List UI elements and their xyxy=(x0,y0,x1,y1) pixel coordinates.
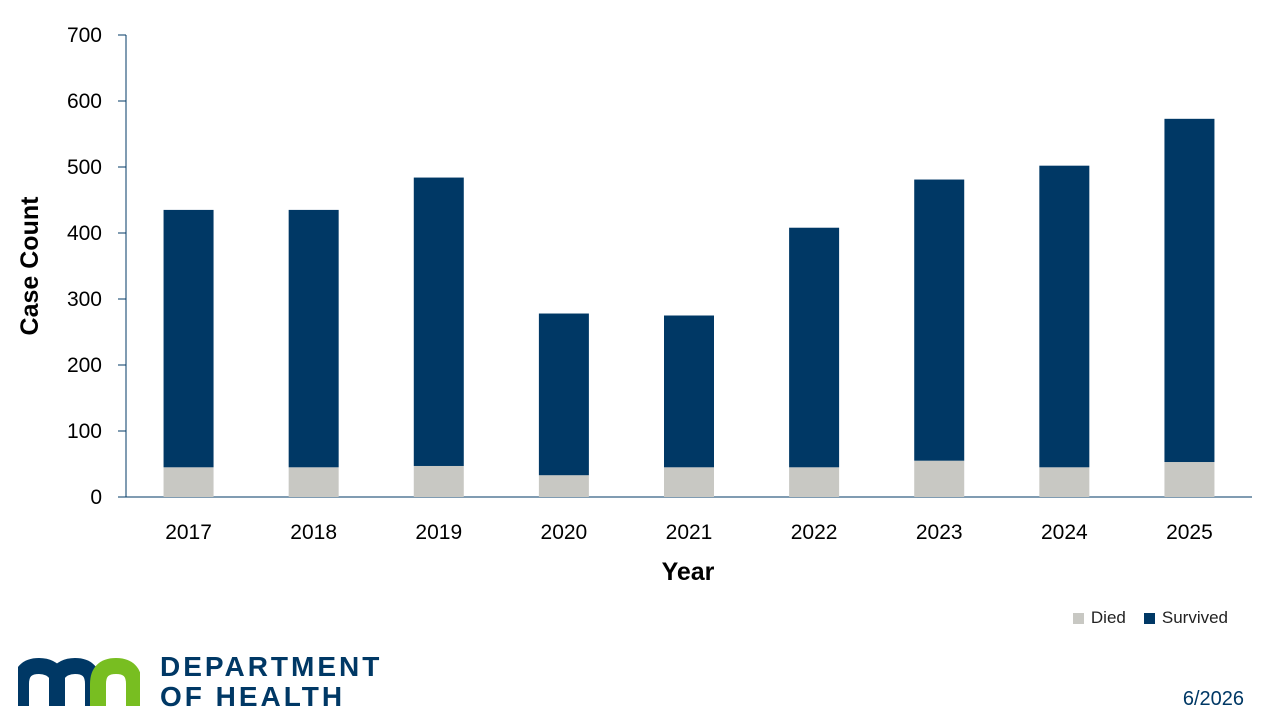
bar-died-2024 xyxy=(1039,467,1090,497)
bar-died-2025 xyxy=(1164,462,1215,497)
y-tick-label: 600 xyxy=(67,90,102,113)
x-tick-label-2021: 2021 xyxy=(666,521,713,544)
bar-died-2021 xyxy=(664,467,714,497)
x-tick-label-2024: 2024 xyxy=(1041,521,1088,544)
bar-survived-2023 xyxy=(914,179,965,461)
bar-survived-2019 xyxy=(413,177,464,466)
bar-survived-2020 xyxy=(538,313,589,476)
y-tick-label: 100 xyxy=(67,420,102,443)
bar-survived-2025 xyxy=(1164,118,1215,463)
y-tick-label: 0 xyxy=(90,486,102,509)
chart-legend: Died Survived xyxy=(1072,608,1228,628)
bar-died-2018 xyxy=(288,467,339,497)
footer-date: 6/2026 xyxy=(1182,688,1244,710)
legend-item-died: Died xyxy=(1072,608,1126,628)
mn-logo-icon xyxy=(18,658,140,706)
logo-wordmark: DEPARTMENT OF HEALTH xyxy=(160,652,382,712)
x-tick-label-2022: 2022 xyxy=(791,521,838,544)
legend-item-survived: Survived xyxy=(1143,608,1228,628)
x-tick-label-2019: 2019 xyxy=(415,521,462,544)
bar-died-2019 xyxy=(413,465,464,497)
legend-label-survived: Survived xyxy=(1161,608,1228,627)
y-axis: 0 100 200 300 400 500 600 700 xyxy=(67,24,127,509)
y-tick-label: 400 xyxy=(67,222,102,245)
bar-survived-2024 xyxy=(1039,165,1090,468)
mn-health-logo: DEPARTMENT OF HEALTH xyxy=(18,652,382,712)
y-tick-label: 200 xyxy=(67,354,102,377)
bar-died-2023 xyxy=(914,460,965,497)
x-axis-title: Year xyxy=(662,558,715,586)
bar-survived-2018 xyxy=(288,209,339,468)
bar-survived-2021 xyxy=(664,315,714,468)
legend-swatch-died xyxy=(1072,612,1084,624)
legend-label-died: Died xyxy=(1090,608,1126,627)
x-axis: 2017 2018 2019 2020 2021 2022 2023 2024 2025 xyxy=(126,496,1252,544)
x-tick-label-2020: 2020 xyxy=(541,521,588,544)
y-axis-title: Case Count xyxy=(16,196,44,336)
y-tick-label: 300 xyxy=(67,288,102,311)
x-tick-label-2023: 2023 xyxy=(916,521,963,544)
logo-line-1: DEPARTMENT xyxy=(160,651,383,682)
bar-survived-2022 xyxy=(789,227,840,468)
logo-line-2: OF HEALTH xyxy=(160,681,346,712)
bar-died-2020 xyxy=(538,475,589,497)
bar-died-2022 xyxy=(789,467,840,497)
x-tick-label-2025: 2025 xyxy=(1166,521,1213,544)
bars-group xyxy=(163,118,1215,497)
x-tick-label-2017: 2017 xyxy=(165,521,212,544)
legend-swatch-survived xyxy=(1143,612,1155,624)
y-tick-label: 500 xyxy=(67,156,102,179)
y-tick-label: 700 xyxy=(67,24,102,47)
x-tick-label-2018: 2018 xyxy=(290,521,337,544)
bar-died-2017 xyxy=(163,467,214,497)
bar-survived-2017 xyxy=(163,209,214,468)
